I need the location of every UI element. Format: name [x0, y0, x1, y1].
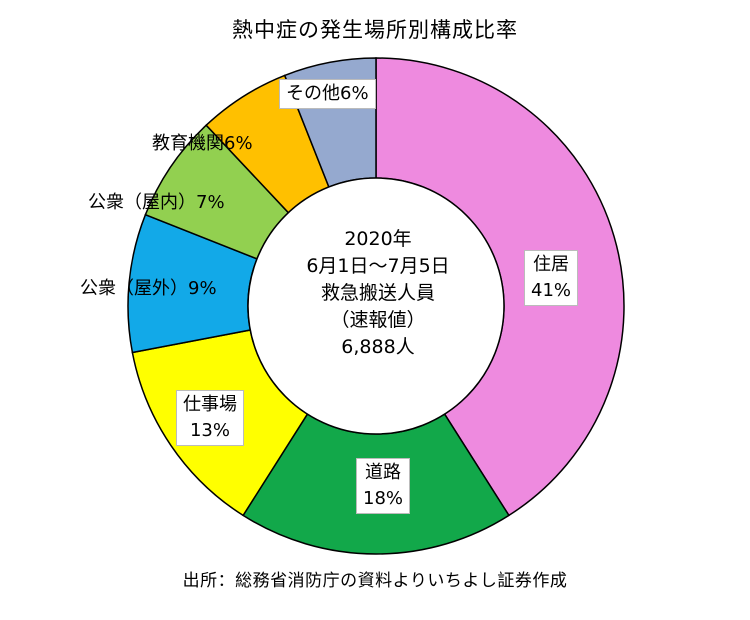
center-desc: 救急搬送人員 — [320, 282, 435, 304]
slice-name: 仕事場 — [183, 394, 237, 415]
slice-label-other: その他6% — [279, 79, 376, 109]
slice-name-value: 公衆（屋外）9% — [80, 278, 217, 299]
slice-label-public-indoor: 公衆（屋内）7% — [88, 190, 225, 216]
slice-value: 18% — [363, 488, 404, 509]
center-period: 6月1日～7月5日 — [306, 255, 450, 277]
slice-label-education: 教育機関6% — [152, 131, 253, 157]
slice-value: 41% — [531, 280, 572, 301]
chart-title: 熱中症の発生場所別構成比率 — [232, 18, 518, 42]
center-note: （速報値） — [330, 309, 426, 331]
slice-label-road: 道路 18% — [356, 458, 411, 514]
slice-value: 13% — [189, 420, 230, 441]
center-year: 2020年 — [344, 228, 412, 250]
source-note: 出所：総務省消防庁の資料よりいちよし証券作成 — [182, 571, 568, 591]
slice-name-value: その他6% — [286, 83, 369, 104]
slice-name-value: 公衆（屋内）7% — [88, 192, 225, 213]
slice-name: 住居 — [533, 254, 569, 275]
slice-label-workplace: 仕事場 13% — [176, 390, 244, 446]
slice-name-value: 教育機関6% — [152, 133, 253, 154]
slice-name: 道路 — [365, 462, 401, 483]
donut-hole — [247, 177, 505, 435]
slice-label-residence: 住居 41% — [524, 250, 579, 306]
center-total: 6,888人 — [341, 336, 415, 358]
slice-label-public-outdoor: 公衆（屋外）9% — [80, 276, 217, 302]
center-label: 2020年 6月1日～7月5日 救急搬送人員 （速報値） 6,888人 — [263, 226, 493, 361]
